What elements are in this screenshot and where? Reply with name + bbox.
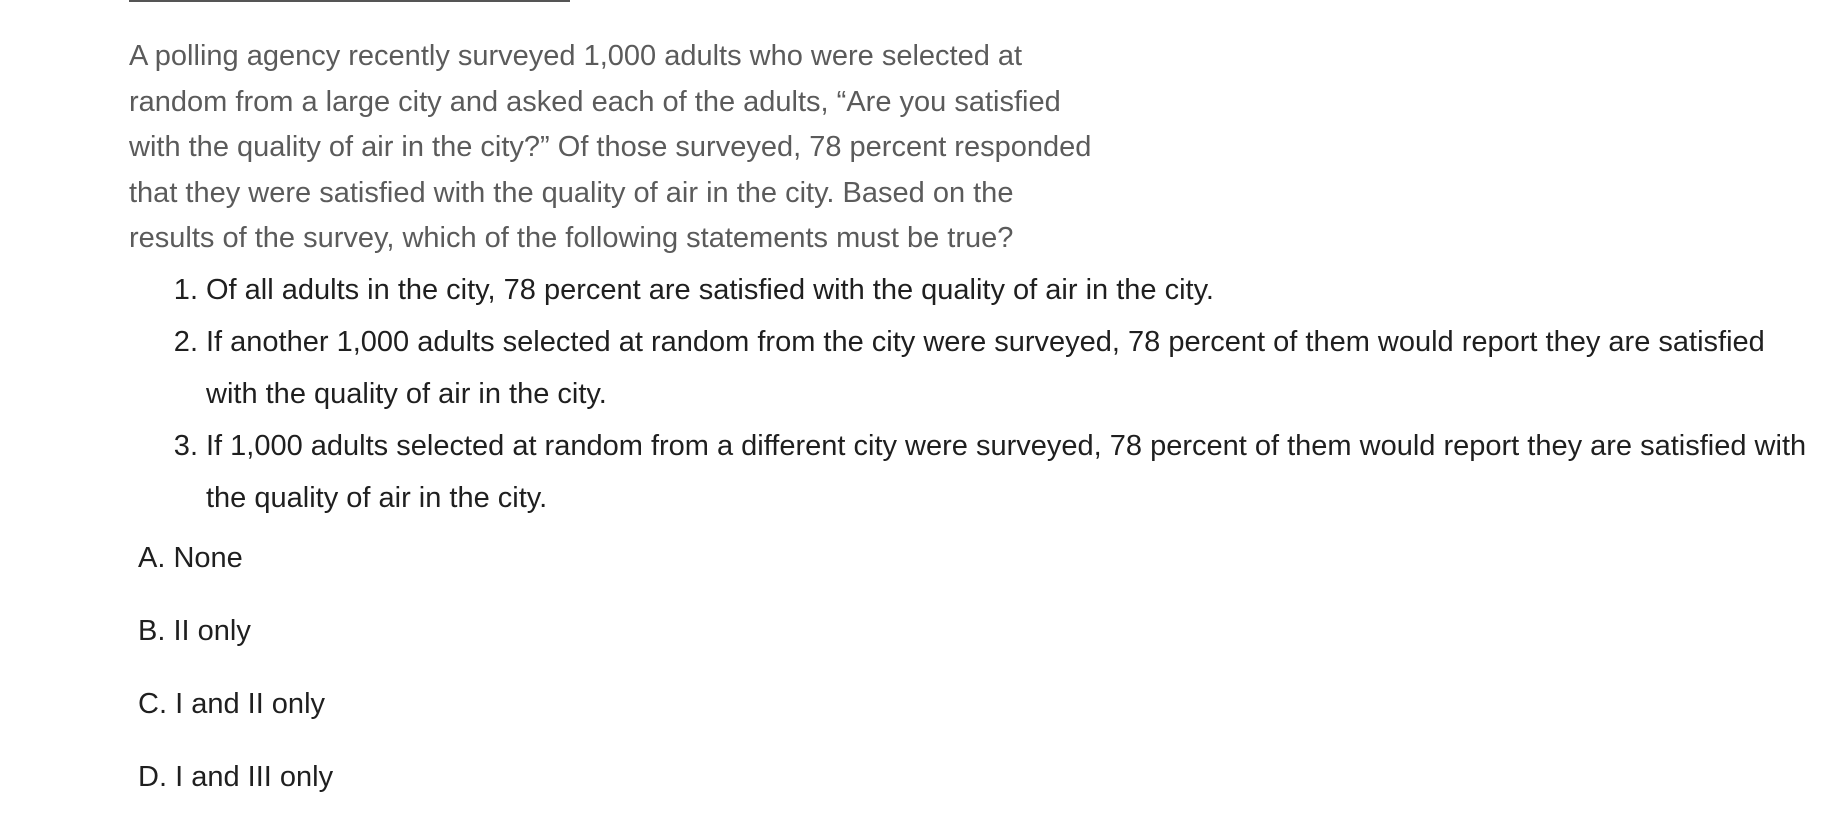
statement-item: 1 Of all adults in the city, 78 percent …: [129, 264, 1809, 316]
statement-list: 1 Of all adults in the city, 78 percent …: [129, 264, 1809, 524]
statement-text: If another 1,000 adults selected at rand…: [206, 326, 1765, 410]
passage-line: with the quality of air in the city?” Of…: [129, 131, 1092, 163]
answer-choice-b[interactable]: BII only: [138, 613, 333, 686]
statement-text: If 1,000 adults selected at random from …: [206, 430, 1807, 514]
choice-letter: B: [138, 615, 173, 647]
choice-letter: D: [138, 761, 175, 793]
choice-letter: A: [138, 542, 173, 574]
passage-line: A polling agency recently surveyed 1,000…: [129, 40, 1023, 72]
statement-number: 1: [174, 274, 198, 306]
statement-item: 3 If 1,000 adults selected at random fro…: [129, 420, 1809, 524]
statement-number: 3: [174, 430, 198, 462]
answer-choice-c[interactable]: CI and II only: [138, 686, 333, 759]
choice-text: I and II only: [175, 688, 326, 720]
passage-line: that they were satisfied with the qualit…: [129, 176, 1014, 209]
answer-choices: ANone BII only CI and II only DI and III…: [138, 540, 333, 832]
choice-letter: C: [138, 688, 175, 720]
choice-text: None: [173, 542, 243, 574]
choice-text: I and III only: [175, 761, 334, 793]
question-passage: A polling agency recently surveyed 1,000…: [129, 34, 1249, 262]
passage-line: results of the survey, which of the foll…: [129, 222, 1014, 254]
choice-text: II only: [173, 615, 251, 647]
top-divider: [129, 0, 570, 2]
passage-line: random from a large city and asked each …: [129, 85, 1061, 118]
answer-choice-a[interactable]: ANone: [138, 540, 333, 613]
statement-text: Of all adults in the city, 78 percent ar…: [206, 274, 1214, 306]
statement-item: 2 If another 1,000 adults selected at ra…: [129, 316, 1809, 420]
statement-number: 2: [174, 326, 198, 358]
answer-choice-d[interactable]: DI and III only: [138, 759, 333, 832]
